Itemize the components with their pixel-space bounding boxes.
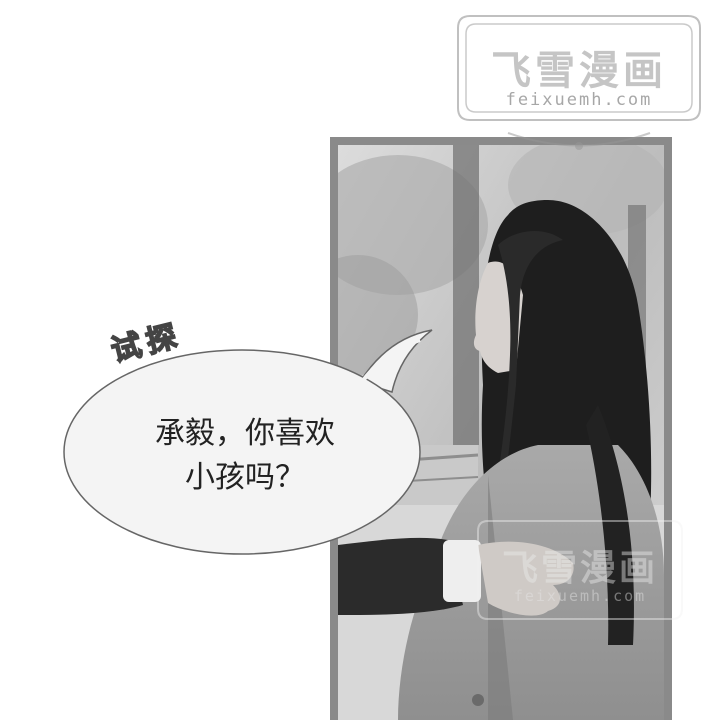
watermark-logo-top: 飞雪漫画 feixuemh.com — [448, 8, 710, 158]
speech-bubble-text: 承毅，你喜欢 小孩吗？ — [95, 412, 395, 500]
photo-panel — [338, 145, 664, 720]
sound-effect-text: 试探 — [107, 317, 187, 370]
speech-line-2: 小孩吗？ — [185, 460, 305, 495]
watermark-title: 飞雪漫画 — [491, 48, 667, 94]
watermark-url-middle: feixuemh.com — [513, 587, 647, 605]
watermark-logo-middle: 飞雪漫画 feixuemh.com — [470, 515, 690, 625]
photo-panel-frame — [330, 137, 672, 720]
watermark-url: feixuemh.com — [505, 90, 653, 110]
speech-line-1: 承毅，你喜欢 — [155, 416, 335, 451]
photo-illustration — [338, 145, 664, 720]
watermark-title-middle: 飞雪漫画 — [501, 548, 658, 589]
